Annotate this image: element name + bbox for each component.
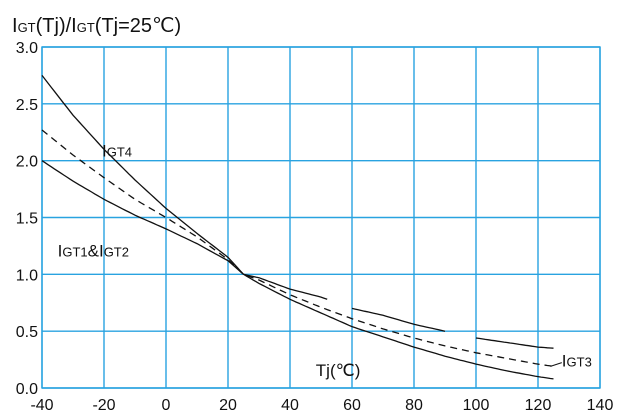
y-tick-label: 0.5 [16, 324, 38, 341]
label-igt3: IGT3 [562, 352, 592, 371]
label-igt4: IGT4 [102, 142, 132, 161]
series-line-igt1igt2 [41, 160, 328, 300]
x-tick-label: 60 [343, 397, 361, 412]
x-tick-label: 140 [587, 397, 614, 412]
y-tick-label: 1.0 [16, 267, 38, 284]
x-tick-label: 120 [525, 397, 552, 412]
x-axis-title: Tj(℃) [316, 361, 361, 380]
series-line-igt3 [41, 129, 554, 368]
y-tick-label: 2.0 [16, 154, 38, 171]
label-igt1-igt2: IGT1&IGT2 [58, 242, 129, 261]
grid [41, 46, 601, 389]
y-tick-label: 1.5 [16, 211, 38, 228]
series-line-igt4 [41, 75, 554, 380]
tick-labels: -40 -20 0 20 40 60 80 100 120 140 0.0 0.5 1.0 1.5 2.0 2… [16, 40, 614, 412]
x-tick-label: 0 [162, 397, 171, 412]
series-line-igt1igt2 [475, 337, 554, 349]
x-tick-label: -20 [92, 397, 115, 412]
y-axis-title: IGT(Tj)/IGT(Tj=25℃) [12, 15, 181, 37]
annotations: IGT4 IGT1&IGT2 IGT3 Tj(℃) [58, 142, 592, 380]
y-tick-label: 2.5 [16, 97, 38, 114]
x-tick-label: 100 [463, 397, 490, 412]
x-tick-label: -40 [30, 397, 53, 412]
series-line-igt1igt2 [351, 307, 446, 332]
y-tick-label: 3.0 [16, 40, 38, 57]
y-tick-label: 0.0 [16, 381, 38, 398]
plot-frame [41, 46, 601, 389]
x-tick-label: 80 [405, 397, 423, 412]
x-tick-label: 20 [219, 397, 237, 412]
x-tick-label: 40 [281, 397, 299, 412]
igt3-leader [550, 362, 562, 367]
series-group [41, 75, 554, 380]
